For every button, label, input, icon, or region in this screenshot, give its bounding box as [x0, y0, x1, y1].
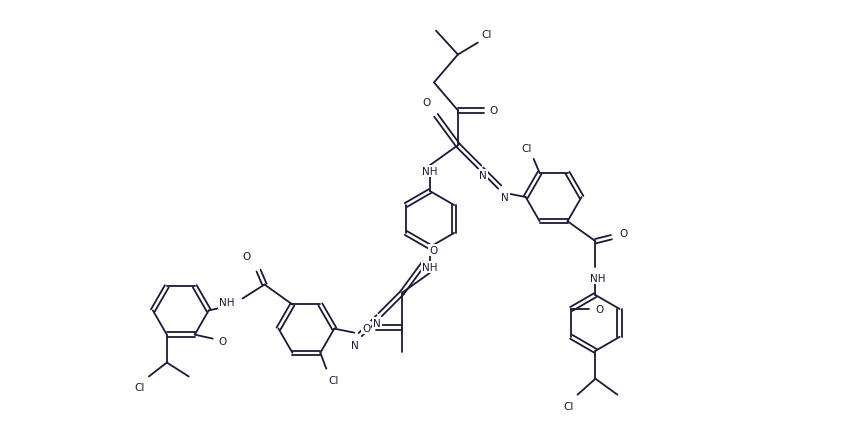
Text: Cl: Cl	[135, 383, 145, 393]
Text: O: O	[596, 304, 603, 314]
Text: O: O	[619, 229, 628, 239]
Text: O: O	[429, 245, 437, 255]
Text: O: O	[219, 336, 227, 346]
Text: NH: NH	[219, 298, 234, 308]
Text: O: O	[490, 106, 498, 116]
Text: N: N	[373, 318, 381, 328]
Text: O: O	[423, 98, 431, 108]
Text: NH: NH	[423, 262, 438, 272]
Text: NH: NH	[590, 273, 605, 283]
Text: Cl: Cl	[521, 144, 532, 154]
Text: O: O	[362, 323, 370, 333]
Text: O: O	[242, 251, 250, 261]
Text: Cl: Cl	[328, 375, 339, 385]
Text: Cl: Cl	[482, 30, 492, 39]
Text: NH: NH	[423, 167, 438, 177]
Text: N: N	[479, 171, 486, 181]
Text: N: N	[501, 193, 509, 203]
Text: Cl: Cl	[563, 401, 573, 411]
Text: N: N	[351, 340, 359, 350]
